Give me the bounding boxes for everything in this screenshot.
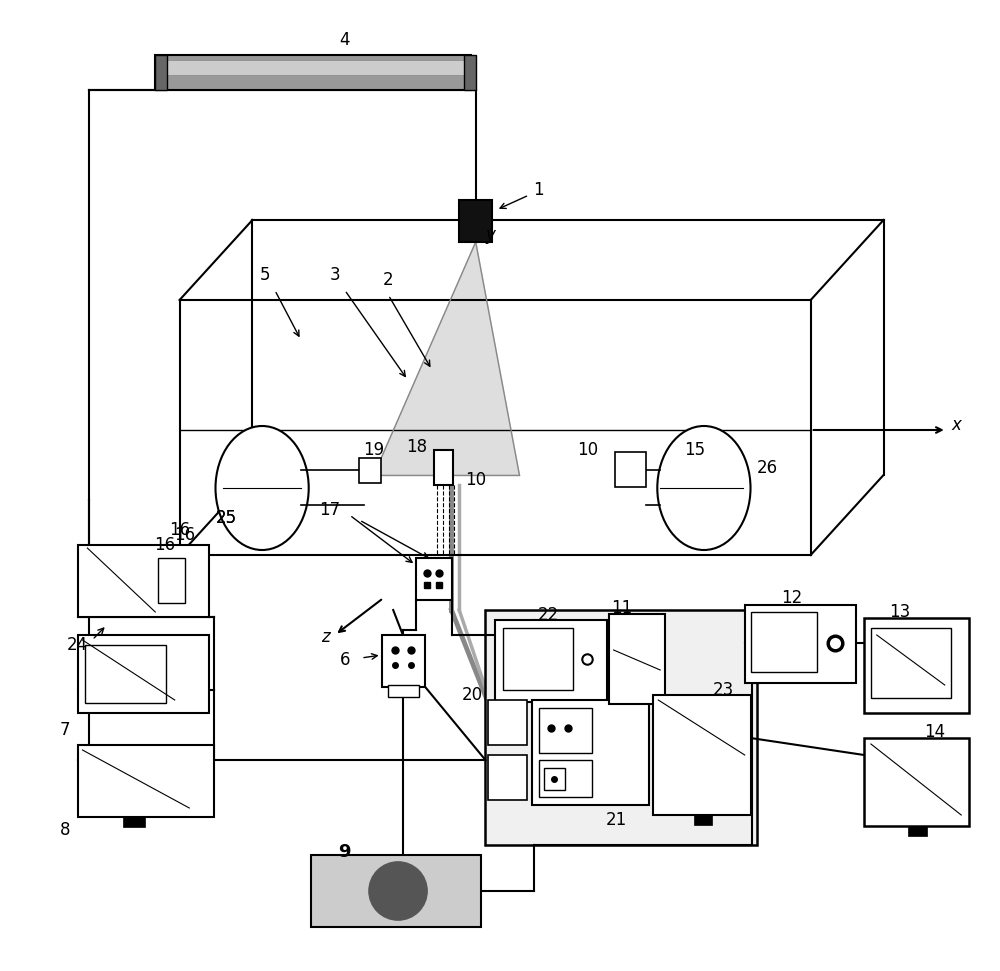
Bar [908, 826, 927, 836]
Bar [864, 618, 969, 713]
Bar [539, 760, 592, 797]
Bar [155, 55, 167, 90]
Text: 10: 10 [465, 471, 486, 489]
Bar [311, 855, 481, 927]
Text: 20: 20 [462, 686, 483, 704]
Text: 2: 2 [383, 271, 394, 289]
Text: 26: 26 [756, 459, 778, 477]
Bar [85, 645, 166, 703]
Text: 24: 24 [67, 636, 88, 654]
Bar [388, 685, 419, 697]
Text: 4: 4 [339, 31, 350, 49]
Circle shape [369, 862, 427, 921]
Bar [694, 815, 712, 825]
Bar [160, 60, 466, 75]
Text: 8: 8 [60, 821, 70, 839]
Text: 7: 7 [60, 721, 70, 739]
Bar [434, 450, 453, 485]
Bar [382, 635, 425, 687]
Text: 18: 18 [406, 438, 427, 456]
Bar [488, 755, 527, 800]
Ellipse shape [657, 426, 751, 550]
Bar [155, 55, 471, 90]
Bar [359, 458, 381, 483]
Text: 5: 5 [260, 266, 270, 284]
Bar [78, 545, 209, 617]
Text: 17: 17 [320, 501, 341, 519]
Ellipse shape [215, 426, 309, 550]
Bar [459, 200, 492, 242]
Text: 16: 16 [174, 526, 195, 544]
Text: 22: 22 [538, 606, 559, 624]
Text: z: z [321, 628, 330, 646]
Text: 9: 9 [338, 843, 351, 861]
Bar [539, 708, 592, 753]
Text: 25: 25 [216, 509, 237, 527]
Bar [416, 558, 452, 600]
Text: 10: 10 [577, 441, 598, 459]
Text: 21: 21 [606, 811, 627, 829]
Text: 11: 11 [611, 599, 632, 617]
Text: 1: 1 [534, 181, 544, 199]
Bar [615, 452, 646, 487]
Bar [485, 610, 757, 845]
Bar [532, 700, 649, 805]
Bar [123, 817, 145, 827]
Text: 13: 13 [889, 603, 911, 621]
Text: 14: 14 [924, 723, 946, 741]
Bar [158, 558, 185, 603]
Bar [864, 738, 969, 826]
Text: 6: 6 [339, 651, 350, 669]
Bar [464, 55, 476, 90]
Text: 25: 25 [216, 509, 237, 527]
Bar [503, 628, 573, 690]
Bar [653, 695, 751, 815]
Text: 15: 15 [684, 441, 705, 459]
Bar [745, 605, 856, 683]
Polygon shape [374, 242, 519, 475]
Bar [871, 628, 951, 698]
Text: 16: 16 [154, 536, 176, 554]
Bar [78, 745, 214, 817]
Bar [751, 612, 817, 672]
Text: 16: 16 [169, 521, 190, 539]
Text: 3: 3 [330, 266, 340, 284]
Bar [488, 700, 527, 745]
Text: 23: 23 [713, 681, 734, 699]
Bar [544, 768, 565, 790]
Text: y: y [485, 226, 495, 244]
Text: 12: 12 [781, 589, 802, 607]
Text: 19: 19 [363, 441, 384, 459]
Bar [609, 614, 665, 704]
Text: x: x [951, 416, 961, 434]
Bar [495, 620, 607, 702]
Bar [78, 635, 209, 713]
